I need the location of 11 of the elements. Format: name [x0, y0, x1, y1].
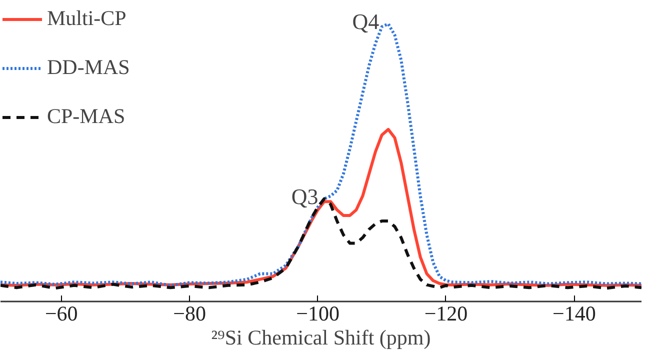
x-tick-label: −100: [296, 302, 340, 326]
annotation: Q4: [352, 8, 380, 34]
legend-label: Multi-CP: [47, 6, 126, 31]
x-axis-title: ²⁹Si Chemical Shift (ppm): [211, 326, 431, 350]
x-tick-label: −80: [173, 302, 206, 326]
x-tick-label: −60: [44, 302, 78, 326]
annotation: Q3: [291, 184, 318, 209]
x-tick-label: −120: [424, 302, 468, 326]
legend-label: DD-MAS: [47, 55, 130, 80]
legend-label: CP-MAS: [47, 104, 126, 129]
x-tick-label: −140: [552, 302, 596, 326]
